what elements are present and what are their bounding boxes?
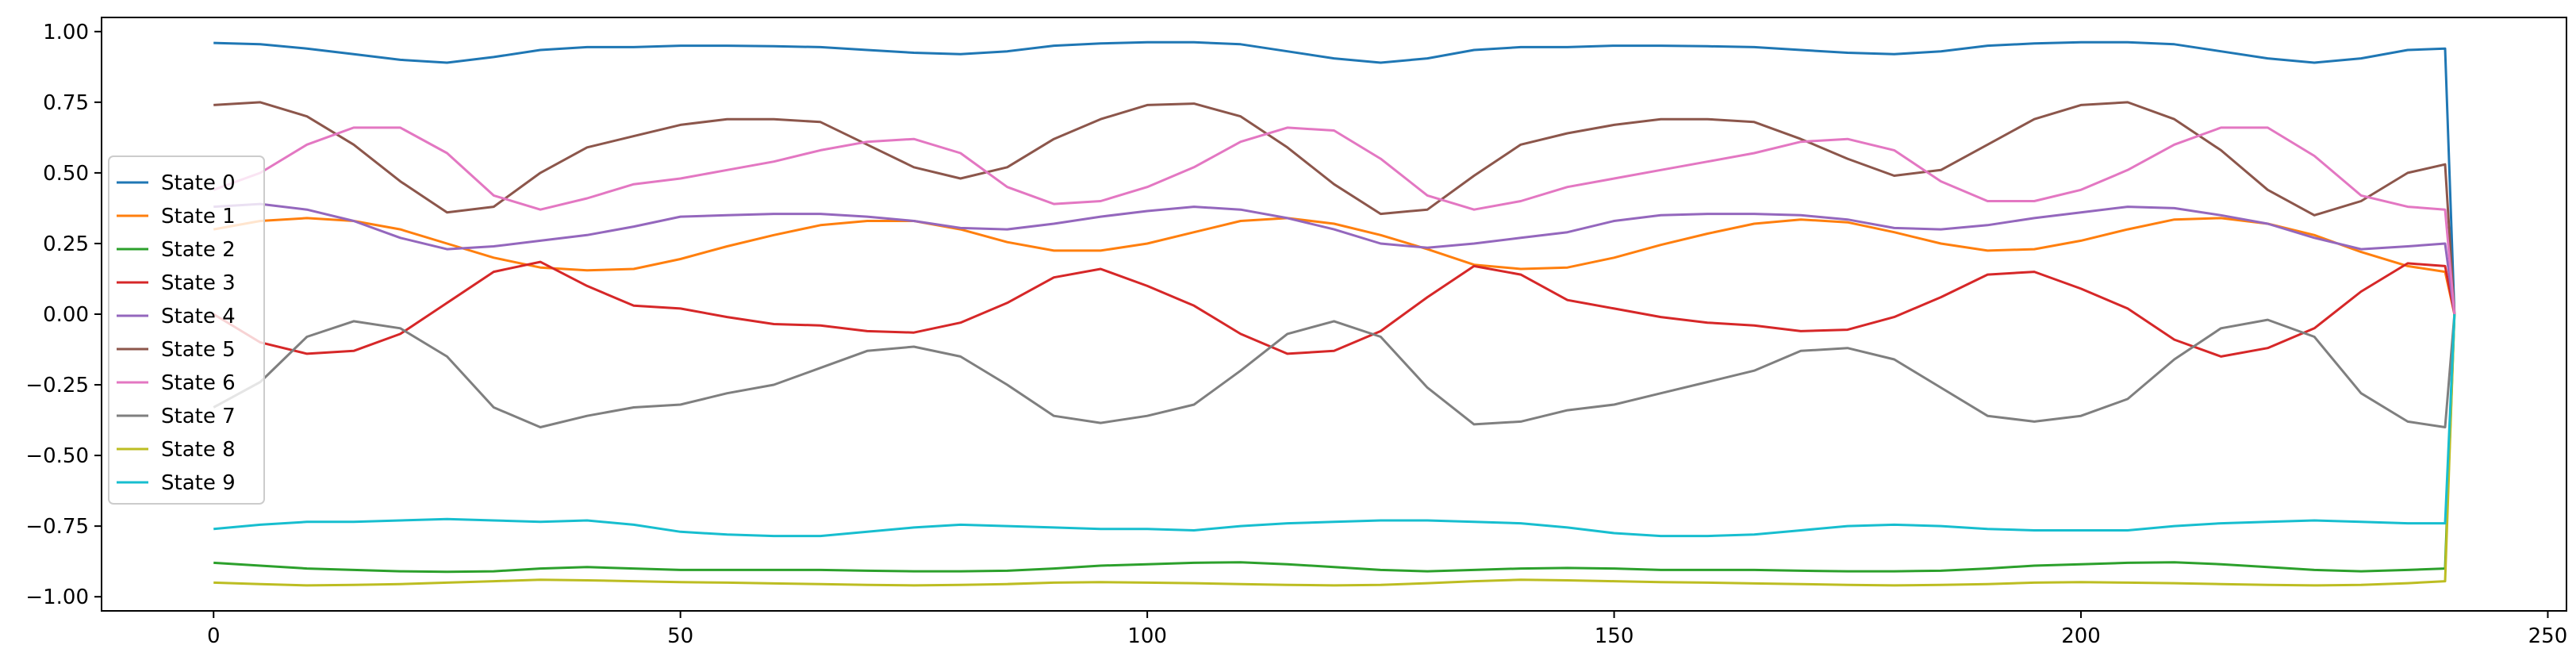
x-tick-label: 50 [667, 624, 693, 648]
y-tick-label: −0.50 [25, 444, 89, 468]
series-line-state-2 [213, 313, 2456, 574]
legend-label: State 2 [161, 238, 236, 262]
y-tick-label: 0.25 [43, 232, 89, 256]
legend-label: State 4 [161, 305, 236, 328]
y-tick-label: −0.75 [25, 515, 89, 539]
legend-label: State 0 [161, 171, 236, 195]
legend: State 0 State 1 State 2 State 3 State 4 State… [108, 155, 265, 505]
x-tick-label: 0 [207, 624, 221, 648]
y-tick-label: −0.25 [25, 374, 89, 397]
x-tick-label: 250 [2528, 624, 2568, 648]
series-line-state-5 [213, 101, 2456, 315]
series-line-state-1 [213, 217, 2456, 315]
y-axis: −1.00 −0.75 −0.50 −0.25 0.00 0.25 0.50 0.75 1.00 [25, 21, 102, 609]
legend-label: State 9 [161, 471, 236, 495]
series-line-state-7 [213, 313, 2456, 428]
x-tick-label: 100 [1127, 624, 1167, 648]
series-line-state-0 [213, 40, 2456, 315]
x-tick-label: 200 [2061, 624, 2101, 648]
legend-label: State 1 [161, 205, 236, 228]
legend-label: State 6 [161, 371, 236, 395]
legend-label: State 3 [161, 271, 236, 295]
y-tick-label: 1.00 [43, 21, 89, 44]
legend-label: State 8 [161, 438, 236, 462]
series-line-state-9 [213, 313, 2456, 538]
series-line-state-6 [213, 126, 2456, 315]
y-tick-label: 0.00 [43, 303, 89, 327]
series-line-state-8 [213, 313, 2456, 587]
y-tick-label: 0.50 [43, 162, 89, 186]
legend-label: State 5 [161, 338, 236, 362]
x-tick-label: 150 [1595, 624, 1634, 648]
x-axis: 0 50 100 150 200 250 [207, 611, 2567, 648]
series-line-state-3 [213, 260, 2456, 358]
y-tick-label: −1.00 [25, 585, 89, 609]
y-tick-label: 0.75 [43, 91, 89, 115]
legend-label: State 7 [161, 405, 236, 428]
series-layer [213, 40, 2456, 587]
series-line-state-4 [213, 202, 2456, 315]
